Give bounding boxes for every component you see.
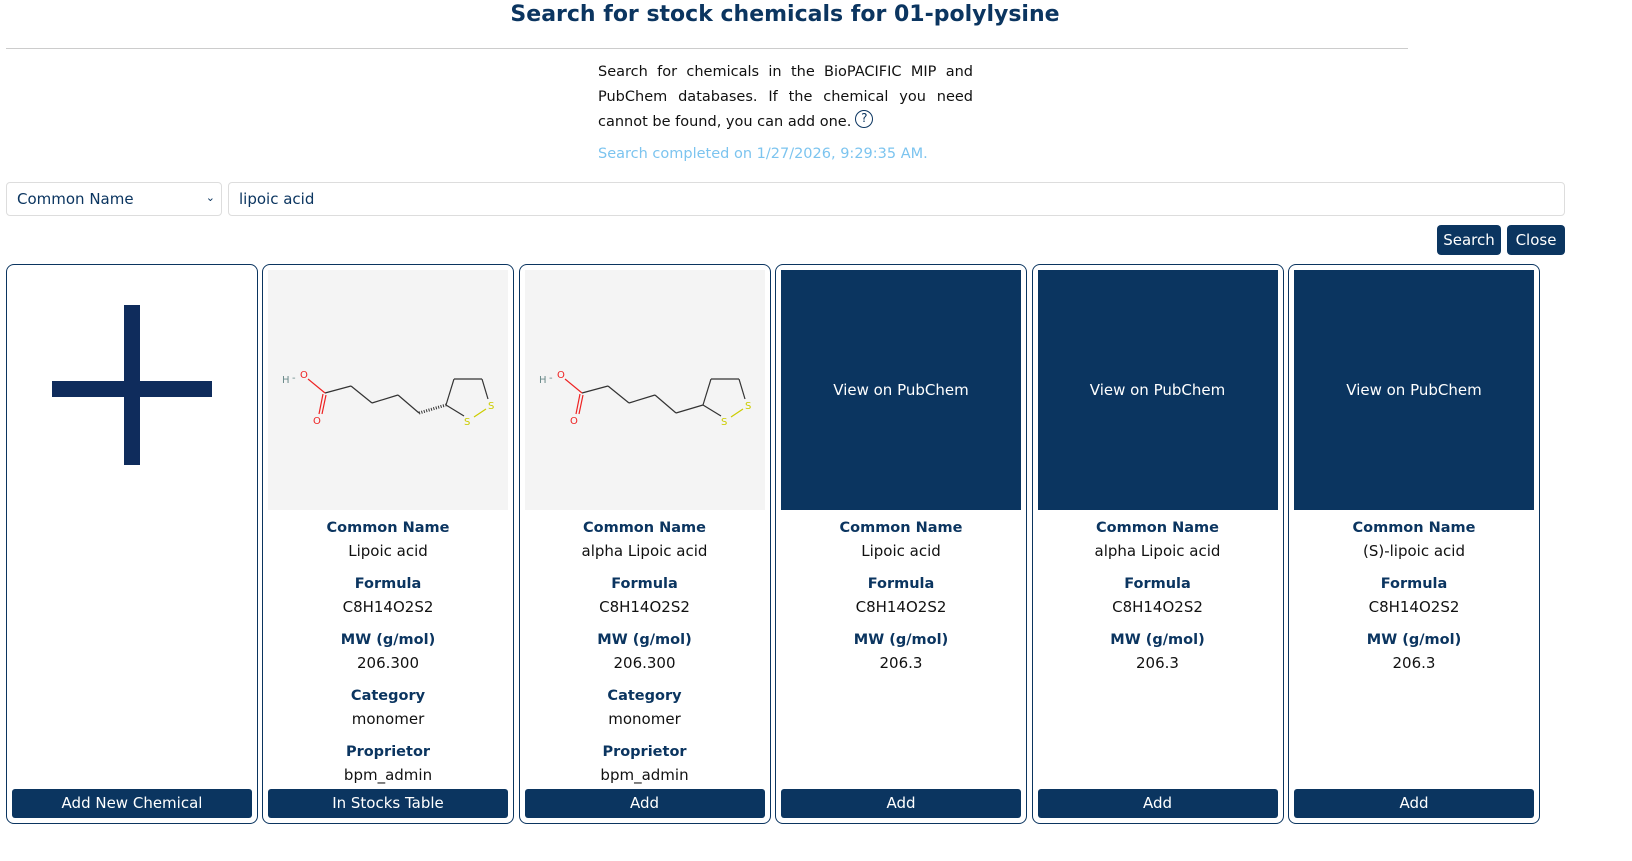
search-field-value: Common Name — [17, 190, 134, 208]
category-value: monomer — [351, 710, 425, 728]
add-new-chemical-card[interactable]: Add New Chemical — [6, 264, 258, 824]
chevron-down-icon: ⌄ — [205, 191, 215, 204]
help-icon[interactable]: ? — [855, 110, 874, 128]
formula-value: C8H14O2S2 — [855, 598, 947, 616]
svg-text:S: S — [745, 401, 751, 412]
chemical-card: View on PubChem Common Name Lipoic acid For… — [775, 264, 1027, 824]
chemical-card: View on PubChem Common Name alpha Lipoic a… — [1031, 264, 1284, 824]
formula-label: Formula — [1124, 576, 1191, 592]
common_name-label: Common Name — [326, 520, 450, 536]
page-title: Search for stock chemicals for 01-polyly… — [510, 2, 1060, 27]
proprietor-value: bpm_admin — [600, 766, 689, 784]
common_name-value: alpha Lipoic acid — [581, 542, 708, 560]
proprietor-value: bpm_admin — [343, 766, 433, 784]
svg-text:O: O — [313, 416, 321, 427]
view-on-pubchem-link[interactable]: View on PubChem — [781, 270, 1021, 510]
common_name-label: Common Name — [1095, 520, 1220, 536]
formula-label: Formula — [1380, 576, 1448, 592]
svg-text:O: O — [570, 416, 578, 427]
close-button[interactable]: Close — [1507, 225, 1565, 255]
search-button[interactable]: Search — [1437, 225, 1501, 255]
svg-text:H: H — [539, 375, 547, 386]
search-input[interactable]: lipoic acid — [228, 182, 1565, 216]
search-status: Search completed on 1/27/2026, 9:29:35 A… — [598, 146, 928, 162]
mw-label: MW (g/mol) — [853, 632, 949, 648]
in-stocks-table-button[interactable]: In Stocks Table — [268, 789, 508, 818]
formula-label: Formula — [867, 576, 935, 592]
add-button[interactable]: Add — [1294, 789, 1534, 818]
mw-value: 206.3 — [1392, 654, 1436, 672]
chemical-fields: Common Name (S)-lipoic acid Formula C8H14O2… — [1289, 517, 1539, 685]
formula-label: Formula — [611, 576, 678, 592]
svg-text:O: O — [300, 370, 308, 381]
pubchem-label: View on PubChem — [833, 381, 969, 399]
plus-icon[interactable] — [12, 270, 252, 510]
mw-value: 206.300 — [356, 654, 420, 672]
svg-text:O: O — [557, 370, 565, 381]
formula-value: C8H14O2S2 — [599, 598, 690, 616]
mw-label: MW (g/mol) — [340, 632, 436, 648]
category-label: Category — [607, 688, 682, 704]
intro-text: Search for chemicals in the BioPACIFIC M… — [598, 60, 973, 135]
svg-text:S: S — [721, 417, 727, 428]
add-button[interactable]: Add — [781, 789, 1021, 818]
mw-value: 206.300 — [613, 654, 676, 672]
svg-text:S: S — [488, 401, 494, 412]
common_name-label: Common Name — [839, 520, 963, 536]
intro-copy: Search for chemicals in the BioPACIFIC M… — [598, 64, 973, 130]
common_name-value: (S)-lipoic acid — [1363, 542, 1465, 560]
mw-value: 206.3 — [1136, 654, 1179, 672]
svg-text:H: H — [282, 375, 290, 386]
mw-label: MW (g/mol) — [1110, 632, 1205, 648]
category-value: monomer — [608, 710, 681, 728]
chemical-fields: Common Name alpha Lipoic acid Formula C8H14… — [1033, 517, 1283, 685]
mw-label: MW (g/mol) — [597, 632, 692, 648]
chemical-card: H - O O S S Common Name Lipoic acid Formula C8H14… — [262, 264, 514, 824]
chemical-fields: Common Name Lipoic acid Formula C8H14O2S2 MW… — [263, 517, 513, 797]
formula-value: C8H14O2S2 — [1368, 598, 1460, 616]
common_name-label: Common Name — [1352, 520, 1476, 536]
add-button[interactable]: Add — [1037, 789, 1278, 818]
proprietor-label: Proprietor — [602, 744, 687, 760]
chemical-fields: Common Name Lipoic acid Formula C8H14O2S2 MW… — [776, 517, 1026, 685]
formula-value: C8H14O2S2 — [342, 598, 434, 616]
pubchem-label: View on PubChem — [1346, 381, 1482, 399]
svg-text:-: - — [292, 373, 296, 384]
view-on-pubchem-link[interactable]: View on PubChem — [1294, 270, 1534, 510]
category-label: Category — [350, 688, 426, 704]
formula-value: C8H14O2S2 — [1112, 598, 1203, 616]
chemical-card: H - O O S S Common Name alpha Lipoic acid Formul… — [518, 264, 771, 824]
chemical-fields: Common Name alpha Lipoic acid Formula C8H14… — [520, 517, 770, 797]
view-on-pubchem-link[interactable]: View on PubChem — [1037, 270, 1278, 510]
search-field-select[interactable]: Common Name ⌄ — [6, 182, 222, 216]
common_name-value: Lipoic acid — [348, 542, 428, 560]
common_name-value: alpha Lipoic acid — [1094, 542, 1221, 560]
common_name-value: Lipoic acid — [861, 542, 941, 560]
mw-value: 206.3 — [879, 654, 923, 672]
mw-label: MW (g/mol) — [1366, 632, 1462, 648]
chemical-card: View on PubChem Common Name (S)-lipoic aci… — [1288, 264, 1540, 824]
pubchem-label: View on PubChem — [1089, 381, 1226, 399]
svg-text:S: S — [464, 417, 470, 428]
divider — [6, 48, 1408, 49]
formula-label: Formula — [354, 576, 422, 592]
proprietor-label: Proprietor — [345, 744, 431, 760]
add-new-chemical-button[interactable]: Add New Chemical — [12, 789, 252, 818]
svg-text:-: - — [549, 373, 553, 384]
common_name-label: Common Name — [582, 520, 707, 536]
add-button[interactable]: Add — [524, 789, 765, 818]
